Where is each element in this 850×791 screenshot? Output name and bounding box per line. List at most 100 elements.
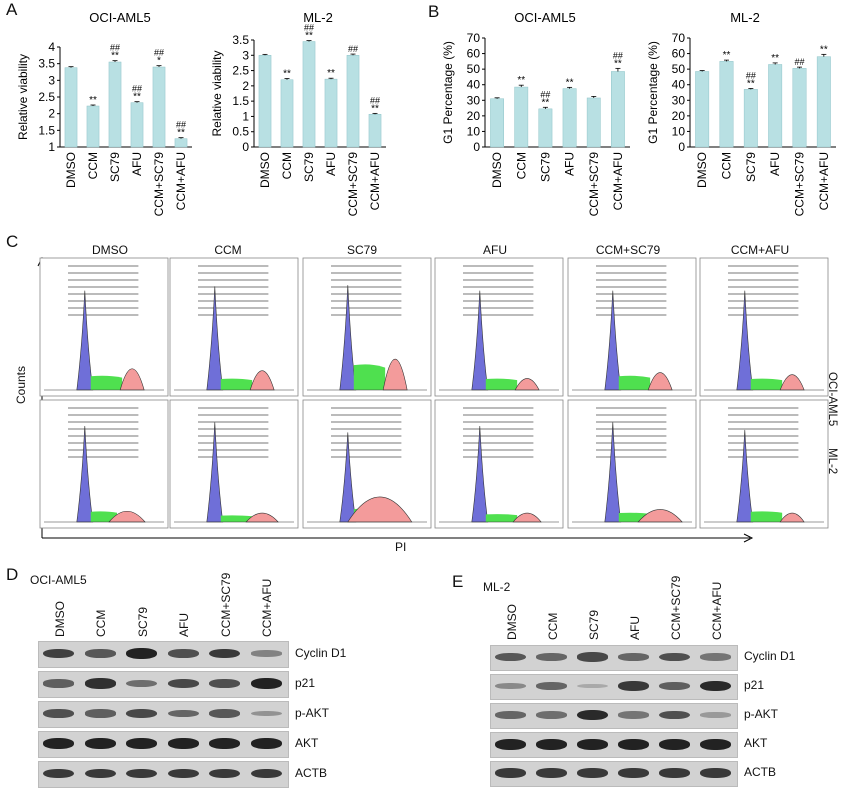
significance-star: **: [723, 50, 731, 61]
blot-band: [618, 768, 649, 778]
x-category-label: CCM+AFU: [174, 152, 188, 210]
chart-title: OCI-AML5: [89, 10, 150, 25]
flow-condition-title: CCM+SC79: [595, 243, 661, 257]
blot-band: [659, 768, 690, 778]
flow-condition-title: CCM+AFU: [730, 243, 790, 257]
lane-label: CCM+SC79: [668, 575, 683, 640]
y-tick-label: 10: [467, 124, 481, 138]
stats-line: [198, 456, 269, 458]
chart-title: ML-2: [730, 10, 760, 25]
blot-band: [250, 678, 282, 689]
bar: [562, 88, 577, 148]
y-tick-label: 1: [242, 109, 249, 123]
blot-band: [577, 683, 608, 689]
blot-band: [126, 679, 158, 688]
stats-line: [198, 421, 269, 423]
blot-band: [700, 712, 731, 718]
blot-band: [577, 709, 608, 721]
stats-line: [198, 265, 269, 267]
stats-line: [463, 421, 534, 423]
significance-hash: ##: [154, 48, 164, 58]
flow-condition-title: CCM: [214, 243, 242, 257]
significance-hash: ##: [794, 57, 804, 67]
stats-line: [596, 428, 667, 430]
stats-line: [68, 300, 139, 302]
s-phase-area: [353, 364, 386, 390]
lane-label: CCM: [94, 609, 109, 637]
s-phase-area: [220, 515, 253, 522]
stats-line: [198, 307, 269, 309]
stats-line: [463, 449, 534, 451]
blot-band: [577, 768, 608, 778]
x-category-label: CCM: [86, 152, 100, 179]
stats-line: [331, 272, 402, 274]
western-d-cell-line: OCI-AML5: [30, 573, 87, 587]
bar: [514, 86, 529, 148]
y-tick-label: 0: [678, 140, 685, 154]
stats-line: [463, 456, 534, 458]
y-tick-label: 10: [672, 124, 686, 138]
flow-condition-title: DMSO: [92, 243, 128, 257]
x-category-label: CCM: [280, 152, 294, 179]
blot-band: [126, 768, 158, 779]
bar: [346, 55, 360, 148]
stats-line: [331, 449, 402, 451]
x-category-label: SC79: [302, 152, 316, 182]
blot-band: [700, 653, 731, 661]
stats-line: [331, 442, 402, 444]
stats-line: [463, 279, 534, 281]
x-category-label: AFU: [324, 152, 338, 176]
s-phase-area: [220, 378, 253, 390]
y-tick-label: 1: [48, 140, 55, 154]
x-category-label: CCM+AFU: [611, 152, 625, 210]
blot-band: [495, 738, 526, 750]
histogram-frame: [169, 399, 299, 529]
x-category-label: AFU: [130, 152, 144, 176]
x-category-label: CCM+SC79: [346, 152, 360, 217]
significance-star: **: [327, 68, 335, 79]
y-tick-label: 50: [467, 62, 481, 76]
g1-peak: [76, 290, 94, 391]
blot-band: [495, 682, 526, 690]
flow-y-axis-label: Counts: [14, 365, 28, 404]
blot-band: [167, 649, 199, 658]
stats-line: [331, 414, 402, 416]
y-tick-label: 30: [467, 93, 481, 107]
stats-line: [463, 300, 534, 302]
significance-star: *: [157, 56, 161, 67]
y-tick-label: 2.5: [38, 90, 55, 104]
stats-line: [728, 307, 799, 309]
protein-label: p-AKT: [744, 707, 779, 721]
y-tick-label: 0.5: [232, 125, 249, 139]
stats-line: [68, 307, 139, 309]
significance-hash: ##: [304, 23, 314, 33]
stats-line: [68, 407, 139, 409]
significance-hash: ##: [348, 44, 358, 54]
g1-peak: [471, 425, 489, 523]
flow-histogram: [302, 399, 432, 529]
stats-line: [68, 265, 139, 267]
y-tick-label: 20: [672, 109, 686, 123]
x-category-label: SC79: [744, 152, 758, 182]
stats-line: [331, 456, 402, 458]
significance-star: **: [283, 69, 291, 80]
significance-star: **: [517, 75, 525, 86]
g1-peak: [339, 285, 357, 391]
blot-strip: [490, 674, 738, 700]
histogram-frame: [169, 257, 299, 397]
significance-hash: ##: [132, 84, 142, 94]
bar: [695, 71, 710, 148]
stats-line: [596, 414, 667, 416]
stats-line: [331, 279, 402, 281]
panel-letter-a: A: [6, 0, 18, 19]
stats-line: [463, 293, 534, 295]
significance-star: **: [614, 58, 622, 69]
flow-histogram: [699, 399, 829, 529]
flow-condition-title: SC79: [346, 243, 378, 257]
y-axis-label: Relative viability: [16, 54, 30, 140]
stats-line: [331, 307, 402, 309]
blot-band: [577, 738, 608, 750]
stats-line: [596, 279, 667, 281]
chart-title: ML-2: [303, 10, 333, 25]
